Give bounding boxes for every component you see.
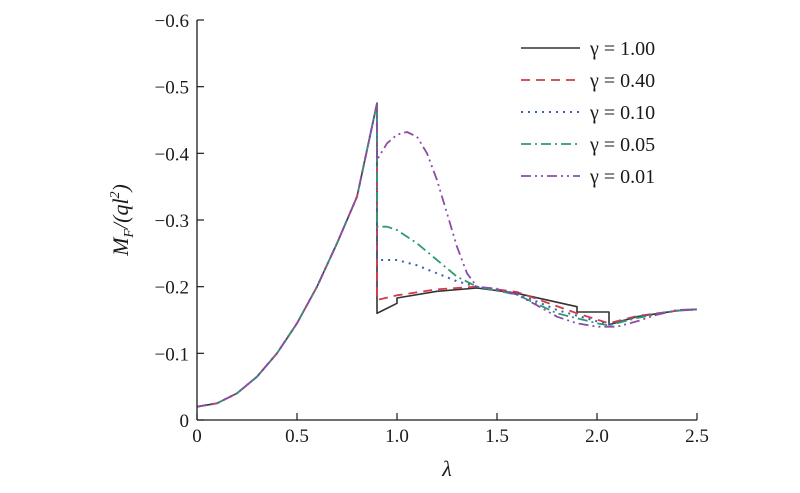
- y-tick-label: −0.4: [155, 144, 190, 165]
- series-line-3: [196, 102, 698, 408]
- x-tick-label: 0: [192, 426, 202, 447]
- x-tick-label: 1.0: [385, 426, 409, 447]
- y-axis-label: MF/(ql2): [108, 184, 137, 257]
- legend-label-4: γ = 0.05: [589, 134, 655, 156]
- y-axis-ticks: 0 −0.1 −0.2 −0.3 −0.4 −0.5 −0.6: [155, 11, 204, 432]
- y-tick-label: −0.6: [155, 11, 189, 32]
- legend-label-1: γ = 1.00: [589, 38, 655, 60]
- y-tick-label: −0.3: [155, 211, 189, 232]
- x-tick-label: 2.5: [685, 426, 709, 447]
- y-label-close: ): [108, 184, 133, 193]
- series-curves: [196, 102, 698, 408]
- y-label-rest: /(ql: [108, 198, 133, 231]
- legend-label-5: γ = 0.01: [589, 166, 655, 188]
- x-tick-label: 1.5: [485, 426, 509, 447]
- y-label-subscript: F: [122, 229, 137, 239]
- legend-label-2: γ = 0.40: [589, 70, 655, 92]
- y-tick-label: 0: [180, 411, 190, 432]
- x-axis-label: λ: [441, 456, 452, 481]
- y-tick-label: −0.5: [155, 78, 189, 99]
- y-tick-label: −0.2: [155, 278, 189, 299]
- legend: γ = 1.00 γ = 0.40 γ = 0.10 γ = 0.05 γ = 0.01: [521, 38, 655, 188]
- series-line-5: [196, 102, 698, 408]
- x-axis-ticks: 0 0.5 1.0 1.5 2.0 2.5: [192, 413, 709, 447]
- y-tick-label: −0.1: [155, 344, 189, 365]
- x-tick-label: 2.0: [585, 426, 609, 447]
- y-label-main: M: [108, 236, 133, 257]
- x-tick-label: 0.5: [285, 426, 309, 447]
- series-line-4: [196, 102, 698, 408]
- y-label-superscript: 2: [108, 191, 123, 198]
- legend-label-3: γ = 0.10: [589, 102, 655, 124]
